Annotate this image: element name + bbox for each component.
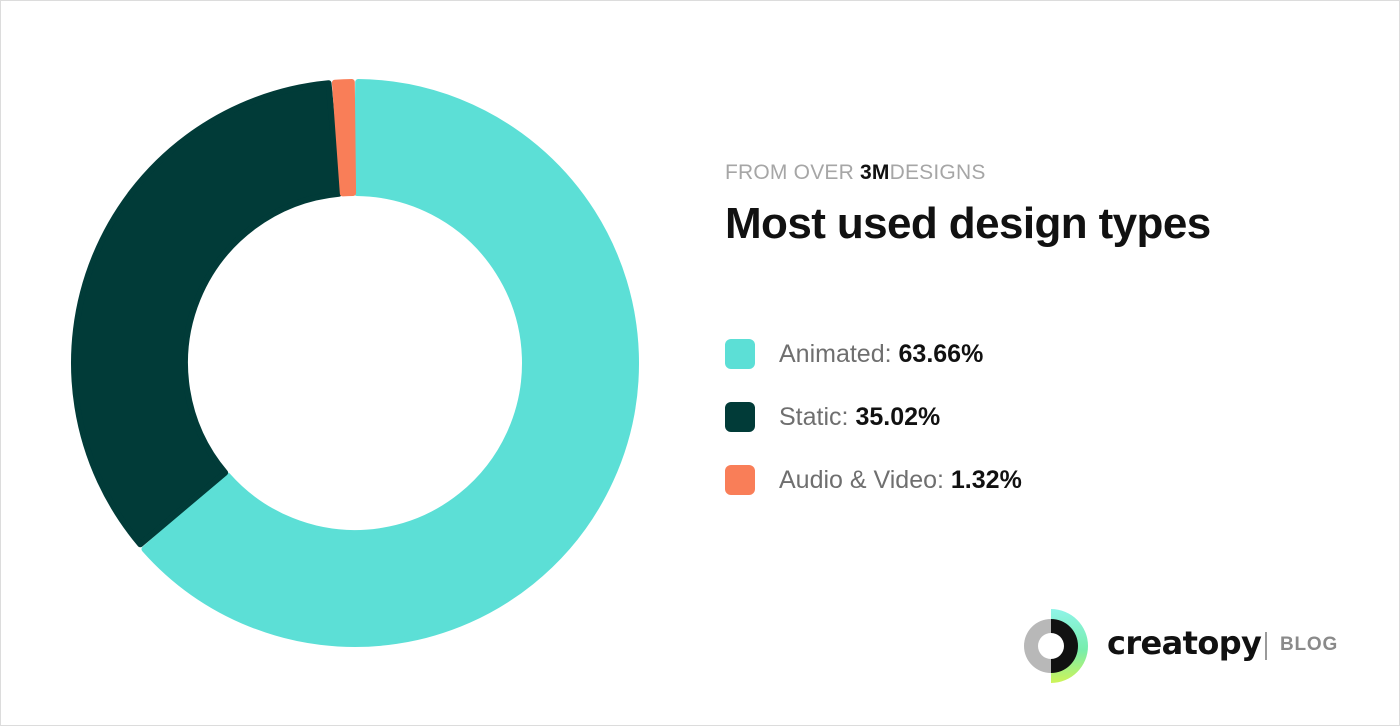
eyebrow-suffix: DESIGNS [889, 161, 986, 184]
header: FROM OVER 3MDESIGNS Most used design typ… [725, 161, 1365, 249]
brand-tag: BLOG [1280, 634, 1339, 655]
legend-text: Audio & Video: 1.32% [779, 466, 1022, 495]
legend-value: 1.32% [950, 465, 1022, 494]
legend-swatch-audio-video [725, 465, 755, 495]
legend-text: Animated: 63.66% [779, 340, 983, 369]
brand-footer: creatopy BLOG [1021, 601, 1361, 691]
legend: Animated: 63.66% Static: 35.02% Audio & … [725, 335, 1022, 524]
legend-item-animated: Animated: 63.66% [725, 335, 1022, 373]
legend-swatch-static [725, 402, 755, 432]
eyebrow-highlight: 3M [860, 161, 890, 184]
brand-divider [1265, 632, 1267, 660]
brand-name: creatopy [1107, 624, 1262, 662]
legend-text: Static: 35.02% [779, 403, 940, 432]
donut-slice-animated [141, 79, 639, 647]
legend-label: Static: [779, 402, 849, 431]
legend-item-audio-video: Audio & Video: 1.32% [725, 461, 1022, 499]
legend-item-static: Static: 35.02% [725, 398, 1022, 436]
legend-swatch-animated [725, 339, 755, 369]
legend-label: Audio & Video: [779, 465, 944, 494]
donut-slice-audio-video [331, 79, 357, 197]
donut-chart [71, 79, 639, 647]
creatopy-logo-icon [1024, 609, 1088, 683]
legend-label: Animated: [779, 339, 892, 368]
eyebrow-prefix: FROM OVER [725, 161, 854, 184]
eyebrow: FROM OVER 3MDESIGNS [725, 161, 1365, 185]
legend-value: 35.02% [855, 402, 941, 431]
legend-value: 63.66% [898, 339, 984, 368]
chart-title: Most used design types [725, 199, 1211, 248]
donut-slice-static [71, 80, 342, 548]
